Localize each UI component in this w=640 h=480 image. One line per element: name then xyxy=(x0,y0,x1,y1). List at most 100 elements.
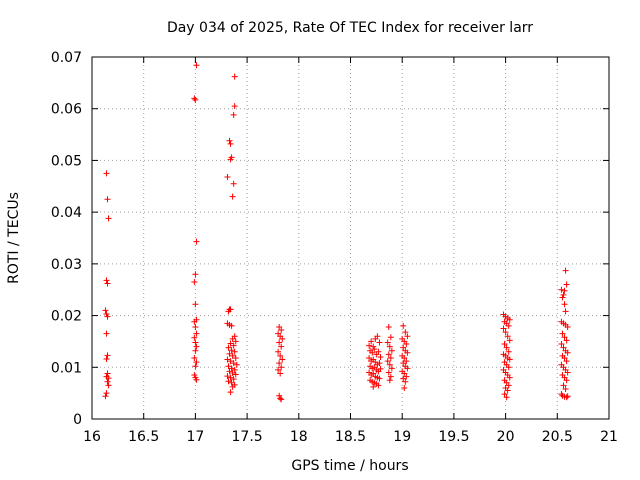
data-point-marker xyxy=(385,323,392,330)
data-point-marker xyxy=(278,343,285,350)
data-point-marker xyxy=(231,103,238,110)
data-point-marker xyxy=(227,306,234,313)
data-point-marker xyxy=(564,393,571,400)
data-point-marker xyxy=(229,193,236,200)
data-point-marker xyxy=(227,340,234,347)
data-point-marker xyxy=(232,354,239,361)
data-point-marker xyxy=(504,333,511,340)
data-point-marker xyxy=(231,366,238,373)
y-tick-label: 0.01 xyxy=(51,360,82,376)
data-point-marker xyxy=(403,373,410,380)
data-point-marker xyxy=(376,375,383,382)
data-point-marker xyxy=(275,366,282,373)
data-point-marker xyxy=(191,278,198,285)
data-point-marker xyxy=(560,291,567,298)
x-tick-label: 17.5 xyxy=(232,429,263,445)
data-point-marker xyxy=(191,372,198,379)
data-point-marker xyxy=(228,379,235,386)
y-tick-label: 0.07 xyxy=(51,50,82,66)
data-point-marker xyxy=(505,348,512,355)
data-point-marker xyxy=(402,378,409,385)
data-point-marker xyxy=(505,364,512,371)
data-point-marker xyxy=(228,322,235,329)
x-tick-label: 19 xyxy=(393,429,411,445)
data-point-marker xyxy=(230,376,237,383)
data-point-marker xyxy=(377,353,384,360)
data-point-marker xyxy=(559,330,566,337)
x-tick-label: 20 xyxy=(497,429,515,445)
y-tick-label: 0.05 xyxy=(51,153,82,169)
data-point-marker xyxy=(564,349,571,356)
data-point-marker xyxy=(404,365,411,372)
data-point-marker xyxy=(103,390,110,397)
data-point-marker xyxy=(104,313,111,320)
data-point-marker xyxy=(226,350,233,357)
data-point-marker xyxy=(230,180,237,187)
data-point-marker xyxy=(225,378,232,385)
data-point-marker xyxy=(506,356,513,363)
x-axis-label: GPS time / hours xyxy=(291,458,408,474)
chart-title: Day 034 of 2025, Rate Of TEC Index for r… xyxy=(167,20,533,36)
data-point-marker xyxy=(368,338,375,345)
data-point-marker xyxy=(385,369,392,376)
data-point-marker xyxy=(501,341,508,348)
data-point-marker xyxy=(231,348,238,355)
data-point-marker xyxy=(385,351,392,358)
data-point-marker xyxy=(224,373,231,380)
data-point-marker xyxy=(230,360,237,367)
data-point-marker xyxy=(401,354,408,361)
data-point-marker xyxy=(564,323,571,330)
data-point-marker xyxy=(563,358,570,365)
data-point-marker xyxy=(276,339,283,346)
data-point-marker xyxy=(386,343,393,350)
data-point-marker xyxy=(506,337,513,344)
data-point-marker xyxy=(224,173,231,180)
data-point-marker xyxy=(276,323,283,330)
data-point-marker xyxy=(226,137,233,144)
data-point-marker xyxy=(403,341,410,348)
data-point-marker xyxy=(229,383,236,390)
data-point-marker xyxy=(504,387,511,394)
data-point-marker xyxy=(102,393,109,400)
data-point-marker xyxy=(278,327,285,334)
data-point-marker xyxy=(375,348,382,355)
data-point-marker xyxy=(277,352,284,359)
data-point-marker xyxy=(227,389,234,396)
data-points xyxy=(102,62,571,403)
data-point-marker xyxy=(563,281,570,288)
data-point-marker xyxy=(387,354,394,361)
data-point-marker xyxy=(103,311,110,318)
data-point-marker xyxy=(102,307,109,314)
data-point-marker xyxy=(279,356,286,363)
axis-ticks xyxy=(91,56,610,420)
data-point-marker xyxy=(230,342,237,349)
data-point-marker xyxy=(400,344,407,351)
data-point-marker xyxy=(506,316,513,323)
data-point-marker xyxy=(503,344,510,351)
data-point-marker xyxy=(502,329,509,336)
data-point-marker xyxy=(228,365,235,372)
data-point-marker xyxy=(103,330,110,337)
data-point-marker xyxy=(505,322,512,329)
data-point-marker xyxy=(227,358,234,365)
y-tick-label: 0.06 xyxy=(51,102,82,118)
data-point-marker xyxy=(191,318,198,325)
data-point-marker xyxy=(193,330,200,337)
data-point-marker xyxy=(193,376,200,383)
data-point-marker xyxy=(225,363,232,370)
data-point-marker xyxy=(558,286,565,293)
data-point-marker xyxy=(229,335,236,342)
data-point-marker xyxy=(105,382,112,389)
data-point-marker xyxy=(104,196,111,203)
data-point-marker xyxy=(193,343,200,350)
data-point-marker xyxy=(192,363,199,370)
data-point-marker xyxy=(232,338,239,345)
data-point-marker xyxy=(229,369,236,376)
data-point-marker xyxy=(191,354,198,361)
data-point-marker xyxy=(387,373,394,380)
data-point-marker xyxy=(386,361,393,368)
data-point-marker xyxy=(192,339,199,346)
y-tick-label: 0.03 xyxy=(51,257,82,273)
data-point-marker xyxy=(562,267,569,274)
